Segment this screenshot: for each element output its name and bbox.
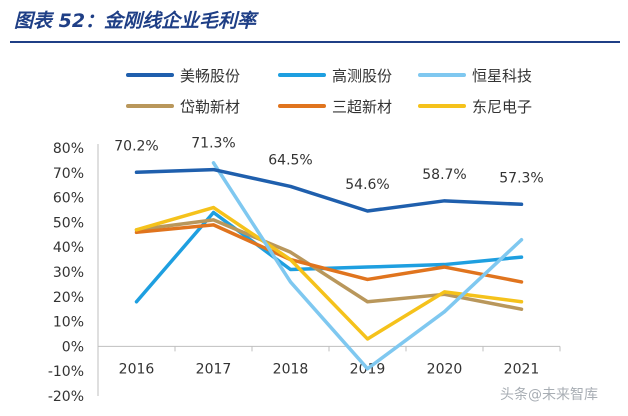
watermark: 头条@未来智库 (500, 387, 598, 403)
legend-item: 岱勒新材 (126, 98, 240, 116)
data-point (366, 209, 369, 213)
y-tick-label: -20% (48, 389, 84, 405)
data-point (520, 280, 523, 284)
legend-label: 岱勒新材 (180, 98, 240, 116)
data-point (289, 184, 292, 188)
data-point (520, 300, 523, 304)
y-tick-label: 80% (53, 141, 84, 157)
y-tick-label: -10% (48, 364, 84, 380)
data-label: 54.6% (345, 177, 389, 193)
data-point (289, 280, 292, 284)
series-line-6 (134, 205, 524, 341)
data-label: 57.3% (499, 170, 543, 186)
data-label: 58.7% (422, 167, 466, 183)
legend-label: 三超新材 (332, 98, 392, 116)
data-point (443, 199, 446, 203)
data-label: 70.2% (114, 138, 158, 154)
data-point (289, 250, 292, 254)
data-point (443, 265, 446, 269)
y-tick-label: 60% (53, 191, 84, 207)
x-axis: 201620172018201920202021 (97, 345, 561, 377)
legend-item: 三超新材 (278, 98, 392, 116)
data-point (212, 223, 215, 227)
y-tick-label: 70% (53, 166, 84, 182)
data-point (443, 310, 446, 314)
y-tick-label: 20% (53, 290, 84, 306)
data-label: 71.3% (191, 136, 235, 152)
data-point (520, 202, 523, 206)
data-point (520, 238, 523, 242)
x-tick-label: 2021 (504, 361, 540, 377)
data-point (366, 300, 369, 304)
data-point (135, 228, 138, 232)
data-labels: 70.2% 71.3% 64.5% 54.6% 58.7% 57.3% (114, 136, 543, 193)
x-tick-label: 2017 (196, 361, 232, 377)
series-line-4 (134, 218, 524, 311)
chart-title: 图表 52：金刚线企业毛利率 (14, 10, 257, 32)
x-tick-label: 2016 (119, 361, 155, 377)
legend-item: 恒星科技 (418, 67, 532, 85)
data-point (443, 290, 446, 294)
data-point (520, 255, 523, 259)
data-point (443, 263, 446, 267)
data-point (212, 218, 215, 222)
series-line-1 (134, 167, 524, 213)
x-tick-label: 2018 (273, 361, 309, 377)
data-point (289, 258, 292, 262)
y-tick-label: 10% (53, 315, 84, 331)
x-tick-label: 2020 (427, 361, 463, 377)
legend-item: 东尼电子 (418, 98, 532, 116)
data-point (135, 170, 138, 174)
y-axis: -20% -10% 0% 10% 20% 30% 40% 50% 60% 70% 80% (48, 141, 99, 405)
data-point (366, 277, 369, 281)
y-tick-label: 0% (62, 339, 84, 355)
data-point (212, 210, 215, 214)
title-underline (10, 41, 620, 43)
legend-label: 恒星科技 (472, 67, 532, 85)
series-lines (134, 161, 524, 371)
data-label: 64.5% (268, 152, 312, 168)
data-point (135, 300, 138, 304)
legend-item: 高测股份 (278, 67, 392, 85)
data-point (212, 168, 215, 172)
data-point (520, 307, 523, 311)
y-tick-label: 30% (53, 265, 84, 281)
legend-item: 美畅股份 (126, 67, 240, 85)
data-point (289, 268, 292, 272)
data-point (366, 367, 369, 371)
data-point (135, 230, 138, 234)
data-point (212, 161, 215, 165)
legend-label: 美畅股份 (180, 67, 240, 85)
y-tick-label: 40% (53, 240, 84, 256)
y-tick-label: 50% (53, 215, 84, 231)
series-line-5 (134, 223, 524, 284)
data-point (212, 206, 215, 210)
data-point (366, 265, 369, 269)
legend-label: 东尼电子 (472, 98, 532, 116)
data-point (366, 337, 369, 341)
legend-label: 高测股份 (332, 67, 392, 85)
